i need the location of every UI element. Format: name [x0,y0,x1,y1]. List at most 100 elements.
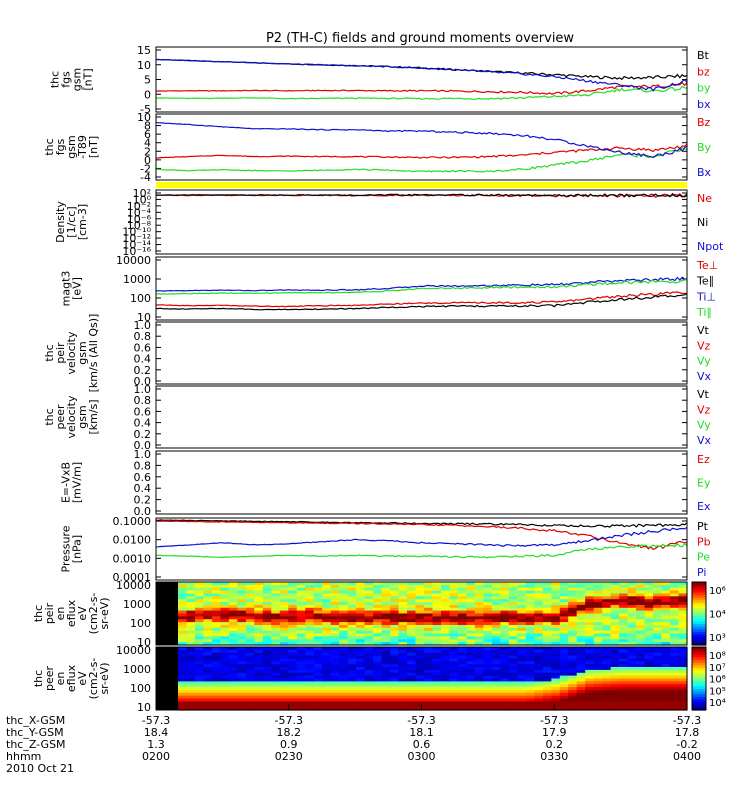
heat-cell [288,667,298,671]
heat-cell [466,613,476,617]
heat-cell [602,675,612,680]
heat-cell [678,695,688,700]
heat-cell [559,607,569,612]
heat-cell [508,630,518,635]
heat-cell [466,695,476,700]
colorbar-cell [692,613,706,617]
heat-cell [373,649,383,654]
heat-cell [330,690,340,694]
heat-cell [525,669,535,674]
legend-label: Ex [697,500,711,513]
colorbar-cell [692,699,706,703]
heat-cell [559,636,569,640]
heat-cell [466,704,476,708]
heat-cell [661,590,671,595]
heat-cell [483,599,493,603]
heat-cell [254,613,264,617]
heat-cell [347,707,357,711]
heat-cell [313,664,323,668]
heat-cell [483,619,493,623]
heat-cell [627,602,637,606]
heat-cell [364,692,374,697]
heat-cell [390,584,400,589]
heat-cell [466,639,476,643]
heat-cell [330,658,340,662]
heat-cell [432,647,442,651]
heat-cell [593,639,603,643]
heat-cell [356,622,366,626]
heat-cell [585,607,595,612]
heat-cell [195,678,205,682]
heat-cell [288,675,298,680]
heat-cell [636,593,646,597]
heat-cell [525,655,535,660]
heat-cell [228,658,238,662]
heat-cell [254,707,264,711]
heat-cell [593,684,603,688]
legend-label: Pb [697,535,711,548]
heat-cell [296,687,306,691]
heat-cell [559,622,569,626]
heat-cell [551,661,561,665]
heat-cell [449,607,459,612]
heat-cell [508,687,518,691]
heat-cell [398,613,408,617]
heat-cell [305,681,315,685]
heat-cell [296,587,306,592]
heat-cell [322,627,332,632]
heat-cell [313,607,323,612]
y-tick-label: 10⁻¹⁶ [122,245,151,258]
heat-cell [356,616,366,620]
heat-cell [636,647,646,651]
y-axis-label-line: Pressure [60,525,73,572]
heat-cell [339,704,349,708]
heat-cell [466,625,476,629]
heat-cell [424,675,434,680]
heat-cell [441,584,451,589]
heat-cell [390,675,400,680]
heat-cell [576,587,586,592]
heat-cell [661,669,671,674]
heat-cell [551,687,561,691]
heat-cell [559,661,569,665]
heat-cell [508,695,518,700]
heat-cell [305,690,315,694]
legend-label: Bx [697,166,712,179]
heat-cell [474,627,484,632]
heat-cell [491,701,501,705]
heat-cell [534,692,544,697]
heat-cell [347,675,357,680]
y-tick-label: 1.0 [134,448,152,461]
heat-cell [288,678,298,682]
heat-cell [415,672,425,677]
heat-cell [390,684,400,688]
heat-cell [466,687,476,691]
heat-cell [441,596,451,600]
series-Ni [155,192,688,198]
heat-cell [551,664,561,668]
heat-cell [373,652,383,657]
heat-cell [593,707,603,711]
heat-cell [593,667,603,671]
heat-cell [508,678,518,682]
heat-cell [220,658,230,662]
heat-cell [364,675,374,680]
heat-cell [407,681,417,685]
heat-cell [534,616,544,620]
heat-cell [381,681,391,685]
heat-cell [568,701,578,705]
heat-cell [296,604,306,609]
heat-cell [415,619,425,623]
heat-cell [398,584,408,589]
heat-cell [407,695,417,700]
heat-cell [585,687,595,691]
heat-cell [678,627,688,632]
y-tick-label: 0.8 [134,394,152,407]
heat-cell [373,695,383,700]
heat-cell [330,604,340,609]
heat-cell [619,707,629,711]
heat-cell [347,604,357,609]
heat-cell [602,639,612,643]
heat-cell [322,681,332,685]
heat-cell [364,661,374,665]
